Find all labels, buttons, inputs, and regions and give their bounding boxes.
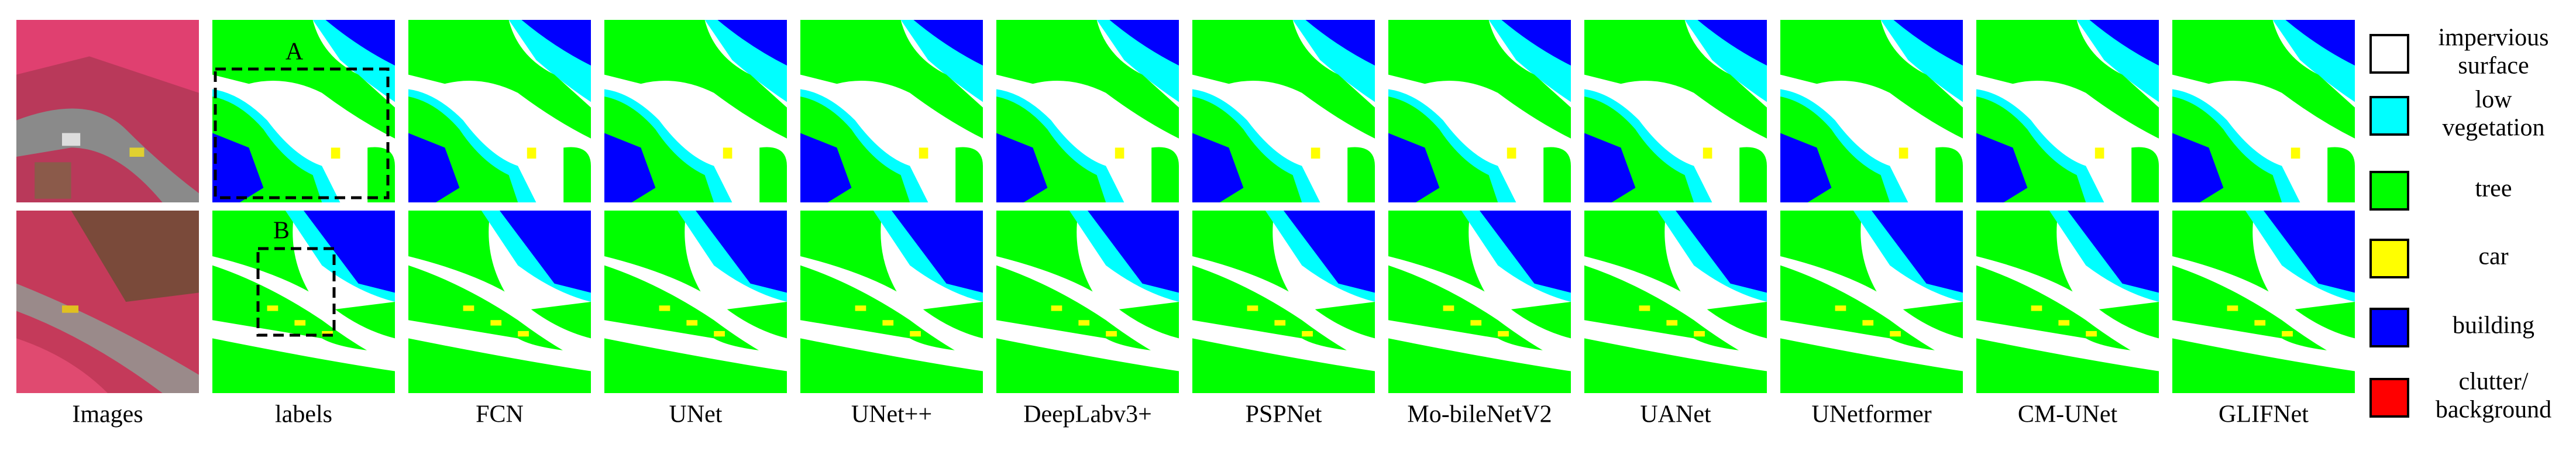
input-image (16, 20, 199, 202)
segmentation-map (1976, 20, 2159, 202)
column-label: UNet++ (851, 401, 932, 428)
segmentation-map (1388, 211, 1571, 393)
segmentation-map (1192, 20, 1375, 202)
column-label: GLIFNet (2219, 401, 2309, 428)
legend-label: clutter/ (2459, 369, 2529, 395)
column-label: Mo-bileNetV2 (1407, 401, 1552, 428)
column-label: PSPNet (1246, 401, 1322, 428)
legend-label: surface (2458, 53, 2529, 80)
legend-swatch (2369, 239, 2409, 278)
legend-label: car (2478, 243, 2508, 270)
input-image (16, 211, 199, 393)
segmentation-map (1584, 20, 1767, 202)
segmentation-map (1388, 20, 1571, 202)
region-label: B (273, 218, 290, 245)
column-label: UNetformer (1811, 401, 1931, 428)
segmentation-map (1780, 211, 1963, 393)
column-label: Images (72, 401, 143, 428)
legend-label: background (2436, 397, 2551, 424)
segmentation-map (2172, 20, 2355, 202)
column-label: UNet (669, 401, 723, 428)
legend-swatch (2369, 308, 2409, 347)
segmentation-map (408, 20, 591, 202)
segmentation-map (1976, 211, 2159, 393)
legend-label: impervious (2439, 25, 2549, 51)
region-label: A (286, 39, 304, 66)
segmentation-map (800, 211, 983, 393)
column-label: FCN (476, 401, 524, 428)
legend-label: low (2475, 87, 2513, 113)
segmentation-map (408, 211, 591, 393)
segmentation-map (2172, 211, 2355, 393)
column-label: UANet (1640, 401, 1711, 428)
column-label: CM-UNet (2018, 401, 2118, 428)
segmentation-map (212, 211, 395, 393)
legend-swatch (2369, 34, 2409, 74)
region-box (256, 247, 336, 337)
segmentation-map (212, 20, 395, 202)
segmentation-map (1192, 211, 1375, 393)
legend-swatch (2369, 378, 2409, 418)
segmentation-map (1584, 211, 1767, 393)
segmentation-map (800, 20, 983, 202)
segmentation-map (1780, 20, 1963, 202)
legend-label: vegetation (2443, 115, 2545, 142)
legend-swatch (2369, 171, 2409, 211)
column-label: labels (275, 401, 332, 428)
legend-label: building (2453, 312, 2534, 339)
segmentation-map (996, 20, 1179, 202)
segmentation-map (604, 211, 787, 393)
segmentation-map (604, 20, 787, 202)
column-label: DeepLabv3+ (1023, 401, 1152, 428)
legend-swatch (2369, 96, 2409, 136)
region-box (214, 67, 390, 199)
segmentation-map (996, 211, 1179, 393)
legend-label: tree (2475, 175, 2512, 202)
